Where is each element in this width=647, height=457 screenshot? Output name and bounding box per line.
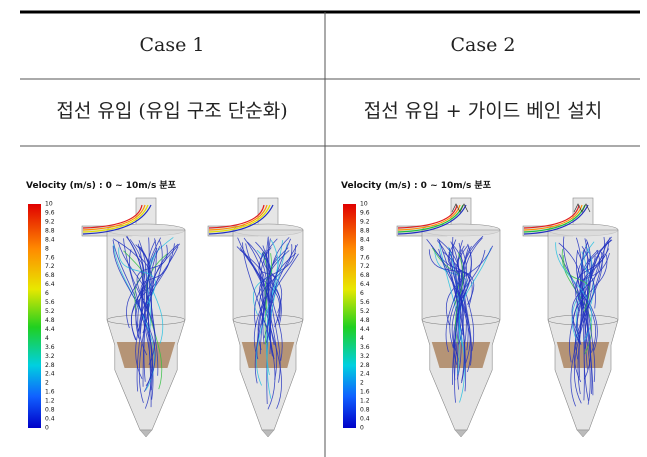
colorbar-tick: 0.4 [360,416,370,423]
colorbar-tick: 6.4 [45,281,55,288]
tip [140,430,152,437]
colorbar-tick: 2.4 [45,371,55,378]
colorbar-tick: 1.6 [360,389,370,396]
colorbar-tick: 2.8 [45,362,55,369]
colorbar-tick: 4.8 [45,317,55,324]
colorbar-tick: 8 [360,245,364,252]
colorbar-tick: 0 [45,425,49,432]
panel-title: Velocity (m/s) : 0 ~ 10m/s 분포 [341,180,492,191]
colorbar-tick: 0 [360,425,364,432]
colorbar-tick: 5.6 [45,299,55,306]
colorbar-tick: 7.6 [360,254,370,261]
colorbar-tick: 6 [360,290,364,297]
cfd-panel: Velocity (m/s) : 0 ~ 10m/s 분포 109.6 9.2 8.8… [26,180,303,437]
colorbar-tick: 1.2 [45,398,55,405]
colorbar-tick: 3.2 [360,353,370,360]
colorbar-tick: 4 [45,335,49,342]
tip [455,430,467,437]
colorbar-tick: 6.8 [45,272,55,279]
colorbar-tick: 3.6 [360,344,370,351]
colorbar [28,204,41,428]
colorbar-tick: 9.2 [360,218,370,225]
colorbar-tick: 8.8 [360,227,370,234]
hopper [557,342,610,368]
colorbar-tick: 10 [360,201,368,208]
colorbar-tick: 4.4 [360,326,370,333]
cfd-panel: Velocity (m/s) : 0 ~ 10m/s 분포 109.6 9.2 8.8… [341,180,618,437]
tip [262,430,274,437]
colorbar-tick: 1.6 [45,389,55,396]
colorbar-tick: 5.2 [45,308,55,315]
colorbar-tick: 2 [45,380,49,387]
colorbar-tick: 5.2 [360,308,370,315]
colorbar-tick: 7.2 [45,263,55,270]
header-cell: Case 1 [140,34,205,56]
table-cell: 접선 유입 (유입 구조 단순화) [56,100,287,122]
colorbar [343,204,356,428]
panels: Velocity (m/s) : 0 ~ 10m/s 분포109.69.28.8… [26,180,618,437]
colorbar-tick: 0.8 [360,407,370,414]
colorbar-tick: 8 [45,245,49,252]
colorbar-tick: 2.8 [360,362,370,369]
colorbar-tick: 9.2 [45,218,55,225]
colorbar-tick: 4 [360,335,364,342]
colorbar-tick: 0.4 [45,416,55,423]
colorbar-tick: 8.4 [45,236,55,243]
colorbar-tick: 8.8 [45,227,55,234]
colorbar-tick: 4.4 [45,326,55,333]
table-figure: Case 1 Case 2 접선 유입 (유입 구조 단순화) 접선 유입 + … [0,0,647,457]
colorbar-tick: 0.8 [45,407,55,414]
colorbar-tick: 4.8 [360,317,370,324]
colorbar-tick: 10 [45,201,53,208]
colorbar-tick: 1.2 [360,398,370,405]
colorbar-tick: 3.2 [45,353,55,360]
cyclone-body [107,230,185,430]
colorbar-tick: 6 [45,290,49,297]
colorbar-tick: 6.4 [360,281,370,288]
colorbar-tick: 3.6 [45,344,55,351]
colorbar-tick: 2.4 [360,371,370,378]
colorbar-tick: 6.8 [360,272,370,279]
header-cell: Case 2 [451,34,516,56]
colorbar-tick: 2 [360,380,364,387]
table-cell: 접선 유입 + 가이드 베인 설치 [364,100,602,122]
colorbar-tick: 9.6 [45,209,55,216]
colorbar-tick: 7.6 [45,254,55,261]
colorbar-tick: 9.6 [360,209,370,216]
panel-title: Velocity (m/s) : 0 ~ 10m/s 분포 [26,180,177,191]
tip [577,430,589,437]
colorbar-tick: 7.2 [360,263,370,270]
colorbar-tick: 5.6 [360,299,370,306]
colorbar-tick: 8.4 [360,236,370,243]
hopper [117,342,176,368]
